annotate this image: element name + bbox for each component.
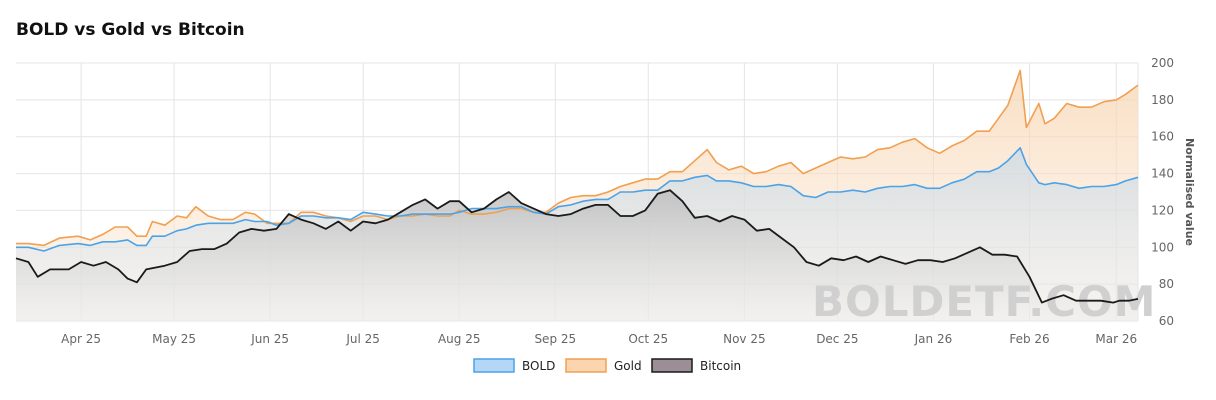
legend-swatch-bitcoin [651, 358, 693, 373]
y-tick-label: 200 [1151, 56, 1174, 70]
line-bitcoin [15, 189, 1139, 304]
x-tick-label: Oct 25 [628, 332, 668, 346]
legend-swatch-bold [473, 358, 515, 373]
chart-title: BOLD vs Gold vs Bitcoin [16, 20, 245, 40]
x-tick-label: Jan 26 [914, 332, 953, 346]
x-tick-label: Apr 25 [61, 332, 101, 346]
legend-label-bold: BOLD [522, 359, 555, 373]
y-tick-label: 100 [1151, 240, 1174, 254]
area-bitcoin [16, 190, 1138, 321]
y-axis: 60 80 100 120 140 160 180 200 [1151, 56, 1174, 328]
legend: BOLD Gold Bitcoin [473, 358, 741, 373]
y-tick-label: 140 [1151, 167, 1174, 181]
x-tick-label: Sep 25 [534, 332, 576, 346]
y-axis-label: Normalised value [1183, 138, 1196, 246]
y-tick-label: 180 [1151, 93, 1174, 107]
y-tick-label: 60 [1159, 314, 1174, 328]
y-tick-label: 160 [1151, 130, 1174, 144]
x-tick-label: Mar 26 [1095, 332, 1137, 346]
x-axis: Apr 25 May 25 Jun 25 Jul 25 Aug 25 Sep 25 Oct … [61, 332, 1137, 346]
x-tick-label: Feb 26 [1009, 332, 1049, 346]
x-tick-label: Aug 25 [438, 332, 481, 346]
y-tick-label: 80 [1159, 277, 1174, 291]
y-tick-label: 120 [1151, 203, 1174, 217]
line-bold [16, 147, 1139, 252]
line-gold [16, 69, 1139, 247]
x-tick-label: May 25 [152, 332, 196, 346]
x-tick-label: Jun 25 [250, 332, 289, 346]
x-tick-label: Nov 25 [723, 332, 766, 346]
x-tick-label: Jul 25 [345, 332, 380, 346]
series-lines [15, 69, 1139, 304]
legend-label-bitcoin: Bitcoin [700, 359, 741, 373]
x-tick-label: Dec 25 [816, 332, 858, 346]
legend-swatch-gold [565, 358, 607, 373]
legend-label-gold: Gold [614, 359, 642, 373]
